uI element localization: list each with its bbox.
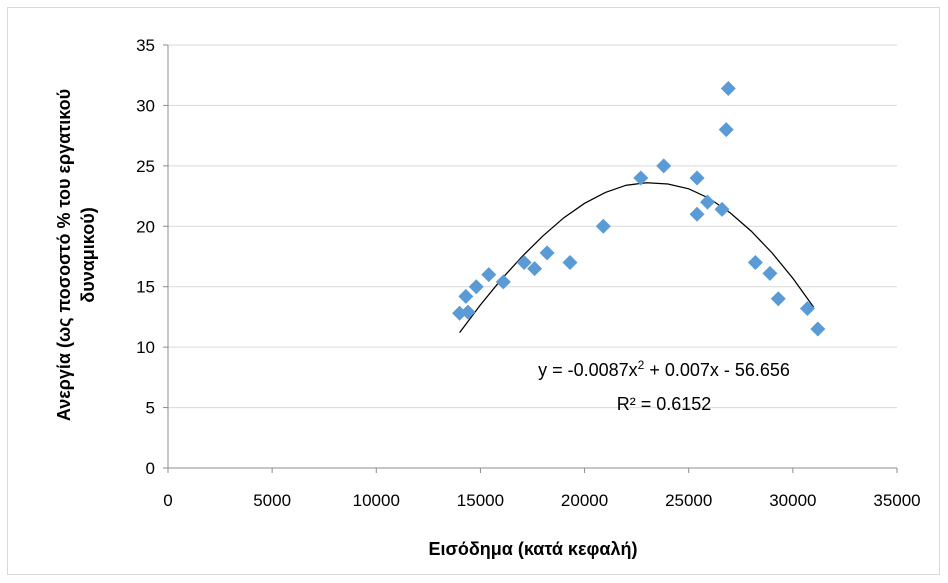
y-tick-label: 15	[136, 278, 155, 297]
y-tick-label: 10	[136, 338, 155, 357]
data-point	[495, 274, 511, 290]
data-point	[689, 206, 705, 222]
trendline-group	[459, 182, 815, 334]
x-axis-title: Εισόδημα (κατά κεφαλή)	[429, 539, 638, 559]
trendline	[459, 182, 815, 334]
data-point	[481, 267, 497, 283]
data-point	[595, 218, 611, 234]
data-points	[452, 81, 826, 337]
data-point	[718, 122, 734, 138]
x-tick-label: 5000	[253, 491, 291, 510]
y-tick-labels: 0 5 10 15 20 25 30 35	[136, 36, 168, 478]
data-point	[562, 255, 578, 271]
y-axis-title-line-2: δυναμικού)	[78, 207, 98, 302]
x-tick-label: 15000	[457, 491, 504, 510]
data-point	[656, 158, 672, 174]
x-tick-label: 0	[163, 491, 172, 510]
x-tick-label: 20000	[561, 491, 608, 510]
x-tick-label: 25000	[665, 491, 712, 510]
y-tick-label: 0	[146, 459, 155, 478]
y-axis-title: Ανεργία (ως ποσοστό % του εργατικού δυνα…	[54, 89, 98, 421]
y-tick-label: 25	[136, 157, 155, 176]
data-point	[689, 170, 705, 186]
data-point	[539, 245, 555, 261]
data-point	[747, 255, 763, 271]
x-tick-label: 35000	[873, 491, 920, 510]
trendline-equation: y = -0.0087x2 + 0.007x - 56.656	[538, 358, 790, 380]
gridlines	[168, 44, 897, 409]
x-tick-label: 10000	[353, 491, 400, 510]
y-tick-label: 30	[136, 96, 155, 115]
y-tick-label: 20	[136, 217, 155, 236]
data-point	[714, 201, 730, 217]
y-axis-title-line-1: Ανεργία (ως ποσοστό % του εργατικού	[54, 89, 74, 421]
data-point	[460, 304, 476, 320]
axes	[167, 45, 897, 469]
data-point	[762, 265, 778, 281]
data-point	[516, 255, 532, 271]
data-point	[799, 300, 815, 316]
data-point	[720, 81, 736, 97]
data-point	[699, 194, 715, 210]
x-tick-labels: 0 5000 10000 15000 20000 25000 30000 35000	[163, 468, 921, 510]
data-point	[633, 170, 649, 186]
r-squared-label: R² = 0.6152	[617, 394, 712, 414]
data-point	[468, 279, 484, 295]
data-point	[527, 261, 543, 277]
data-point	[810, 321, 826, 337]
data-point	[770, 291, 786, 307]
y-tick-label: 5	[146, 399, 155, 418]
data-point	[458, 288, 474, 304]
x-tick-label: 30000	[769, 491, 816, 510]
y-tick-label: 35	[136, 36, 155, 55]
